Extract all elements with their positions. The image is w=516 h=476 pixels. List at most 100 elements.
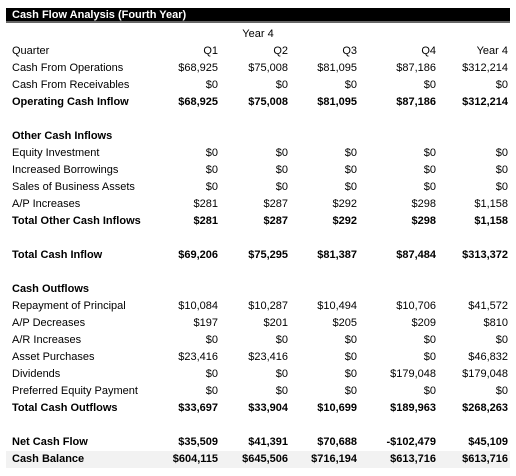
cell-q4: $179,048 — [390, 368, 436, 380]
table-row: Equity Investment $0 $0 $0 $0 $0 — [0, 145, 516, 162]
table-row: A/R Increases $0 $0 $0 $0 $0 — [0, 332, 516, 349]
cell-total: $45,109 — [468, 436, 508, 448]
cell-total: $0 — [495, 385, 508, 397]
cell-q3: $10,699 — [317, 402, 357, 414]
cell-q3: $0 — [344, 385, 357, 397]
row-label: A/P Decreases — [12, 317, 86, 329]
cell-q3: $716,194 — [311, 453, 357, 465]
table-row: Dividends $0 $0 $0 $179,048 $179,048 — [0, 366, 516, 383]
cell-q2: $0 — [275, 79, 288, 91]
cell-q4: $0 — [423, 147, 436, 159]
cell-q3: $0 — [344, 351, 357, 363]
row-label: Operating Cash Inflow — [12, 96, 129, 108]
cell-q3: $0 — [344, 368, 357, 380]
cell-q3: $81,095 — [317, 62, 357, 74]
cell-q2: $75,295 — [248, 249, 288, 261]
header-q1: Q1 — [203, 45, 218, 57]
table-row: Total Cash Inflow $69,206 $75,295 $81,38… — [0, 247, 516, 264]
row-label: Cash From Receivables — [12, 79, 130, 91]
row-label: Total Other Cash Inflows — [12, 215, 141, 227]
cell-q4: $0 — [423, 164, 436, 176]
table-row: Increased Borrowings $0 $0 $0 $0 $0 — [0, 162, 516, 179]
cell-total: $268,263 — [462, 402, 508, 414]
cell-q3: $70,688 — [317, 436, 357, 448]
cell-q1: $69,206 — [178, 249, 218, 261]
cell-q1: $68,925 — [178, 62, 218, 74]
cell-total: $313,372 — [462, 249, 508, 261]
table-row: Cash From Operations $68,925 $75,008 $81… — [0, 60, 516, 77]
cell-q3: $0 — [344, 334, 357, 346]
cell-total: $0 — [495, 147, 508, 159]
shaded-row-background — [6, 451, 510, 468]
cell-q4: -$102,479 — [386, 436, 436, 448]
row-label: Increased Borrowings — [12, 164, 119, 176]
cell-q2: $41,391 — [248, 436, 288, 448]
cell-q4: $209 — [411, 317, 436, 329]
table-row: Preferred Equity Payment $0 $0 $0 $0 $0 — [0, 383, 516, 400]
cell-q1: $10,084 — [178, 300, 218, 312]
table-row: Repayment of Principal $10,084 $10,287 $… — [0, 298, 516, 315]
cell-total: $810 — [483, 317, 508, 329]
cell-q1: $0 — [205, 79, 218, 91]
cell-q1: $0 — [205, 368, 218, 380]
cell-total: $0 — [495, 181, 508, 193]
header-q2: Q2 — [273, 45, 288, 57]
row-label: Dividends — [12, 368, 61, 380]
cell-q4: $613,716 — [390, 453, 436, 465]
cell-q2: $33,904 — [248, 402, 288, 414]
cell-q4: $298 — [411, 215, 436, 227]
cell-q3: $0 — [344, 147, 357, 159]
table-row: Operating Cash Inflow $68,925 $75,008 $8… — [0, 94, 516, 111]
row-label: Asset Purchases — [12, 351, 95, 363]
row-label: Cash Balance — [12, 453, 85, 465]
cell-q3: $10,494 — [317, 300, 357, 312]
header-total: Year 4 — [476, 45, 508, 57]
cell-q3: $292 — [332, 198, 357, 210]
cell-q1: $33,697 — [178, 402, 218, 414]
row-label: Net Cash Flow — [12, 436, 88, 448]
sheet-title: Cash Flow Analysis (Fourth Year) — [6, 8, 510, 23]
row-label: Preferred Equity Payment — [12, 385, 138, 397]
cell-q4: $298 — [411, 198, 436, 210]
cell-q2: $23,416 — [248, 351, 288, 363]
cell-q2: $75,008 — [248, 62, 288, 74]
table-row: Total Cash Outflows $33,697 $33,904 $10,… — [0, 400, 516, 417]
cell-q2: $0 — [275, 368, 288, 380]
section-heading: Cash Outflows — [0, 281, 516, 298]
header-q3: Q3 — [342, 45, 357, 57]
cell-q4: $87,186 — [396, 96, 436, 108]
cell-q3: $0 — [344, 79, 357, 91]
cell-q2: $0 — [275, 181, 288, 193]
table-row: A/P Decreases $197 $201 $205 $209 $810 — [0, 315, 516, 332]
cell-total: $312,214 — [462, 62, 508, 74]
row-label: A/R Increases — [12, 334, 82, 346]
cell-q3: $81,387 — [317, 249, 357, 261]
table-row: A/P Increases $281 $287 $292 $298 $1,158 — [0, 196, 516, 213]
table-row: Net Cash Flow $35,509 $41,391 $70,688 -$… — [0, 434, 516, 451]
header-q4: Q4 — [421, 45, 436, 57]
cell-q2: $201 — [263, 317, 288, 329]
row-label: A/P Increases — [12, 198, 81, 210]
table-row: Asset Purchases $23,416 $23,416 $0 $0 $4… — [0, 349, 516, 366]
cell-q1: $281 — [193, 215, 218, 227]
cell-q3: $205 — [332, 317, 357, 329]
cell-total: $46,832 — [468, 351, 508, 363]
cell-total: $41,572 — [468, 300, 508, 312]
row-label: Other Cash Inflows — [12, 130, 113, 142]
row-label: Repayment of Principal — [12, 300, 126, 312]
cell-total: $0 — [495, 164, 508, 176]
cell-q3: $81,095 — [317, 96, 357, 108]
cell-q2: $0 — [275, 147, 288, 159]
cell-q1: $281 — [193, 198, 218, 210]
cell-q2: $10,287 — [248, 300, 288, 312]
cell-q4: $0 — [423, 385, 436, 397]
cell-total: $1,158 — [474, 198, 508, 210]
table-row: Cash Balance $604,115 $645,506 $716,194 … — [0, 451, 516, 468]
row-label: Sales of Business Assets — [12, 181, 135, 193]
row-label: Cash Outflows — [12, 283, 90, 295]
cell-q1: $68,925 — [178, 96, 218, 108]
table-row: Sales of Business Assets $0 $0 $0 $0 $0 — [0, 179, 516, 196]
cell-total: $613,716 — [462, 453, 508, 465]
row-label: Total Cash Inflow — [12, 249, 103, 261]
cell-q3: $0 — [344, 164, 357, 176]
